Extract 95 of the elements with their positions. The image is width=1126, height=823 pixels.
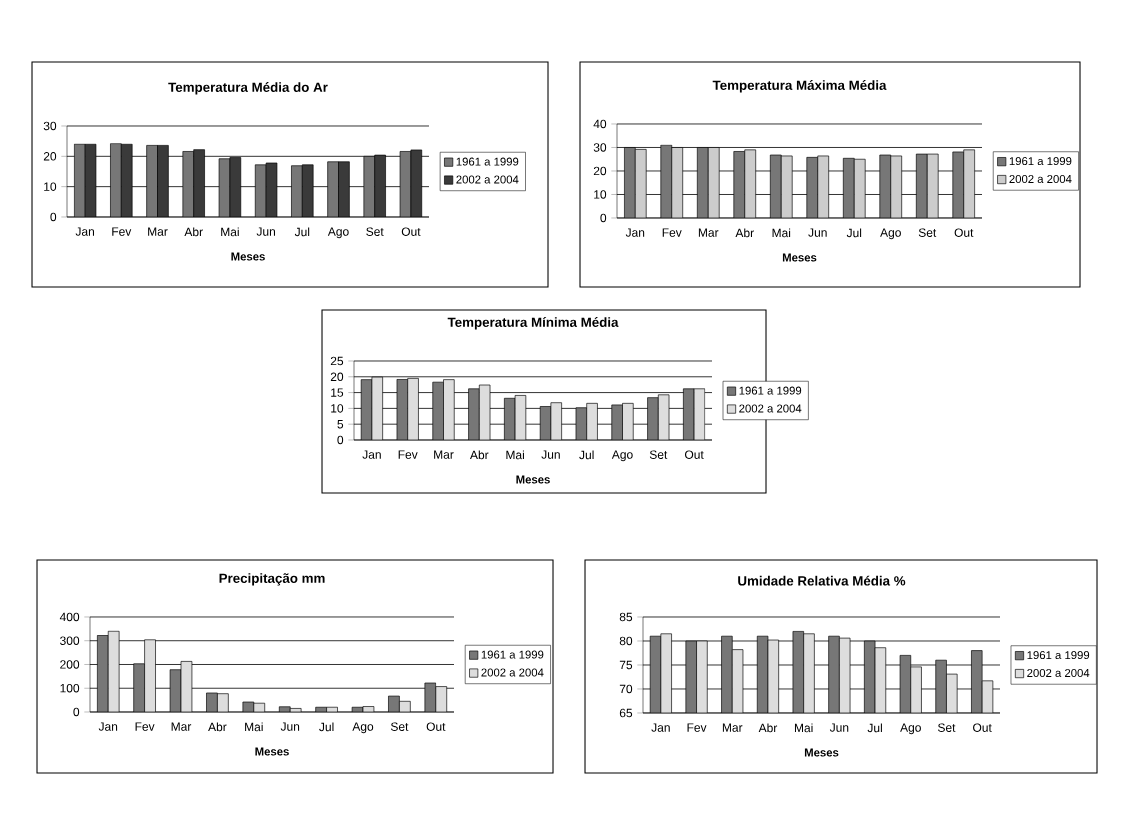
legend-label: 2002 a 2004 — [1027, 668, 1090, 677]
legend-label: 1961 a 1999 — [481, 650, 544, 659]
x-axis-title: Meses — [255, 747, 289, 756]
x-tick-label: Out — [954, 228, 974, 237]
y-tick-label: 85 — [619, 612, 633, 622]
y-tick-label: 20 — [330, 372, 344, 382]
y-tick-label: 200 — [60, 660, 80, 669]
x-tick-label: Out — [426, 722, 446, 731]
x-tick-label: Jul — [867, 723, 882, 733]
x-tick-label: Mar — [722, 723, 743, 732]
y-tick-label: 30 — [43, 121, 57, 131]
y-tick-label: 80 — [619, 636, 633, 646]
y-tick-label: 0 — [600, 213, 607, 223]
x-tick-label: Out — [973, 723, 992, 732]
y-tick-label: 15 — [331, 388, 344, 397]
x-tick-label: Fev — [112, 227, 132, 236]
chart-title: Precipitação mm — [219, 573, 325, 586]
chart-title: Temperatura Mínima Média — [447, 317, 619, 330]
x-tick-label: Mai — [794, 723, 813, 733]
x-tick-label: Mai — [772, 228, 791, 238]
chart-title: Temperatura Máxima Média — [712, 80, 887, 93]
x-tick-label: Ago — [327, 227, 349, 239]
legend-label: 2002 a 2004 — [456, 175, 519, 184]
x-tick-label: Mar — [148, 227, 168, 236]
x-tick-label: Mar — [171, 722, 192, 731]
x-tick-label: Mai — [506, 450, 524, 460]
x-tick-label: Jun — [280, 722, 300, 731]
chart-title: Temperatura Média do Ar — [168, 82, 328, 95]
x-tick-label: Jun — [256, 227, 275, 236]
x-tick-label: Jun — [808, 228, 827, 237]
y-tick-label: 0 — [337, 435, 344, 445]
x-tick-label: Jan — [98, 722, 118, 731]
x-tick-label: Jul — [846, 228, 862, 238]
x-tick-label: Jun — [541, 450, 560, 459]
y-tick-label: 0 — [50, 212, 57, 222]
x-tick-label: Fev — [662, 228, 682, 237]
x-tick-label: Mai — [221, 227, 239, 237]
legend-label: 1961 a 1999 — [739, 386, 802, 395]
x-tick-label: Mar — [434, 450, 454, 459]
x-tick-label: Ago — [611, 450, 633, 462]
x-tick-label: Abr — [758, 723, 778, 733]
x-tick-label: Ago — [900, 723, 921, 735]
y-tick-label: 400 — [59, 612, 80, 622]
x-tick-label: Mai — [245, 722, 263, 732]
x-tick-label: Fev — [687, 723, 707, 732]
legend-label: 1961 a 1999 — [1009, 157, 1072, 166]
y-tick-label: 300 — [60, 636, 80, 645]
y-tick-label: 100 — [60, 683, 80, 693]
x-tick-label: Set — [390, 722, 409, 731]
y-tick-label: 25 — [330, 356, 344, 366]
x-tick-label: Abr — [208, 722, 227, 732]
x-tick-label: Abr — [469, 450, 489, 460]
x-tick-label: Abr — [184, 227, 203, 237]
x-tick-label: Out — [401, 227, 421, 236]
x-axis-title: Meses — [231, 252, 265, 261]
legend-label: 2002 a 2004 — [739, 404, 802, 413]
x-tick-label: Mar — [698, 228, 719, 237]
y-tick-label: 5 — [337, 419, 344, 429]
x-tick-label: Jul — [319, 722, 334, 732]
x-tick-label: Jan — [625, 228, 645, 237]
x-tick-label: Ago — [880, 228, 901, 240]
x-tick-label: Ago — [352, 722, 374, 734]
legend-label: 1961 a 1999 — [1027, 651, 1090, 660]
y-tick-label: 75 — [619, 660, 633, 670]
x-tick-label: Jan — [362, 450, 381, 459]
legend-label: 2002 a 2004 — [481, 668, 544, 677]
y-tick-label: 65 — [619, 708, 633, 718]
x-tick-label: Abr — [735, 228, 754, 238]
x-axis-title: Meses — [782, 253, 817, 262]
x-tick-label: Jan — [75, 227, 95, 236]
y-tick-label: 30 — [593, 143, 607, 152]
chart-title: Umidade Relativa Média % — [738, 575, 906, 586]
x-tick-label: Fev — [398, 450, 418, 459]
y-tick-label: 10 — [44, 182, 57, 191]
y-tick-label: 0 — [73, 707, 80, 717]
y-tick-label: 70 — [619, 684, 633, 694]
x-tick-label: Set — [649, 450, 668, 459]
x-tick-label: Set — [918, 228, 937, 237]
y-tick-label: 20 — [593, 166, 607, 176]
x-axis-title: Meses — [516, 475, 550, 484]
y-tick-label: 40 — [593, 119, 607, 129]
x-tick-label: Jul — [294, 227, 310, 237]
legend-label: 1961 a 1999 — [456, 157, 519, 166]
y-tick-label: 20 — [43, 152, 57, 161]
x-tick-label: Set — [937, 723, 956, 732]
x-tick-label: Out — [685, 450, 704, 459]
x-tick-label: Fev — [135, 722, 155, 731]
y-tick-label: 10 — [331, 404, 344, 413]
x-tick-label: Jan — [651, 723, 670, 732]
y-tick-label: 10 — [594, 190, 607, 199]
x-tick-label: Set — [366, 227, 384, 236]
x-axis-title: Meses — [804, 748, 839, 757]
legend-label: 2002 a 2004 — [1009, 174, 1072, 183]
x-tick-label: Jul — [579, 450, 594, 460]
x-tick-label: Jun — [829, 723, 849, 732]
